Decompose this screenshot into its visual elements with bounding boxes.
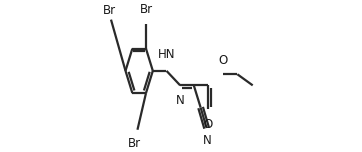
Text: Br: Br (127, 137, 140, 150)
Text: N: N (176, 94, 185, 107)
Text: Br: Br (139, 3, 152, 16)
Text: O: O (204, 118, 213, 131)
Text: N: N (203, 134, 212, 147)
Text: HN: HN (158, 48, 175, 61)
Text: Br: Br (103, 4, 117, 17)
Text: O: O (218, 54, 227, 67)
